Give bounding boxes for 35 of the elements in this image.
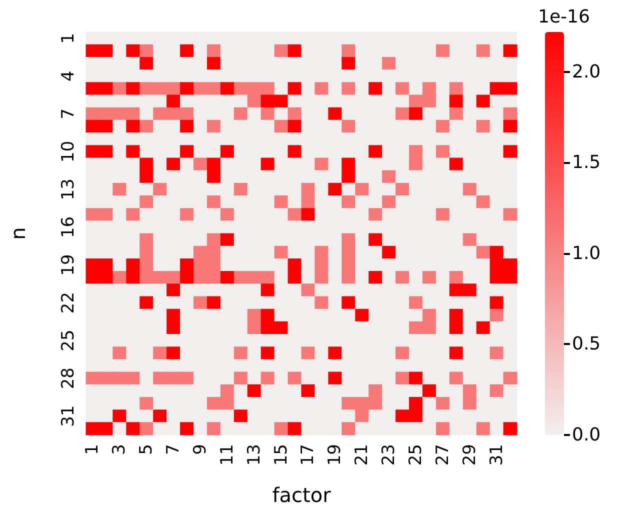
y-tick-label: 4 bbox=[58, 70, 78, 82]
color-bar-label: 1.5 bbox=[572, 152, 601, 174]
color-bar-label: 0.5 bbox=[572, 334, 601, 355]
x-tick-label: 15 bbox=[271, 444, 292, 466]
color-bar-label: 0.0 bbox=[572, 424, 601, 446]
x-tick-label: 19 bbox=[325, 444, 346, 466]
y-tick-label: 31 bbox=[58, 405, 78, 427]
x-tick-label: 9 bbox=[190, 444, 210, 455]
y-tick-label: 22 bbox=[58, 292, 78, 314]
x-tick-label: 7 bbox=[164, 444, 184, 455]
y-tick-label: 13 bbox=[58, 178, 78, 200]
x-tick-label: 13 bbox=[244, 444, 264, 466]
y-axis-title: n bbox=[6, 227, 30, 240]
y-tick-label: 16 bbox=[58, 216, 78, 238]
y-tick-label: 19 bbox=[58, 254, 78, 276]
y-tick-label: 28 bbox=[58, 368, 78, 390]
x-tick-label: 1 bbox=[82, 444, 103, 455]
color-bar-label: 2.0 bbox=[572, 61, 601, 82]
y-tick-label: 1 bbox=[58, 32, 78, 44]
x-tick-label: 21 bbox=[352, 444, 372, 466]
x-tick-label: 11 bbox=[217, 444, 238, 466]
x-axis-title: factor bbox=[272, 483, 332, 507]
color-bar-title: 1e-16 bbox=[538, 6, 590, 28]
y-tick-label: 25 bbox=[58, 330, 78, 352]
x-tick-label: 29 bbox=[460, 444, 480, 466]
x-tick-label: 5 bbox=[136, 444, 157, 455]
y-tick-label: 10 bbox=[58, 140, 78, 162]
x-tick-label: 31 bbox=[486, 444, 507, 466]
x-tick-label: 27 bbox=[432, 444, 453, 466]
x-tick-label: 17 bbox=[298, 444, 318, 466]
x-tick-label: 25 bbox=[406, 444, 426, 466]
x-tick-label: 3 bbox=[110, 444, 130, 455]
y-tick-label: 7 bbox=[58, 108, 78, 120]
color-bar-label: 1.0 bbox=[572, 242, 601, 264]
x-tick-label: 23 bbox=[379, 444, 400, 466]
